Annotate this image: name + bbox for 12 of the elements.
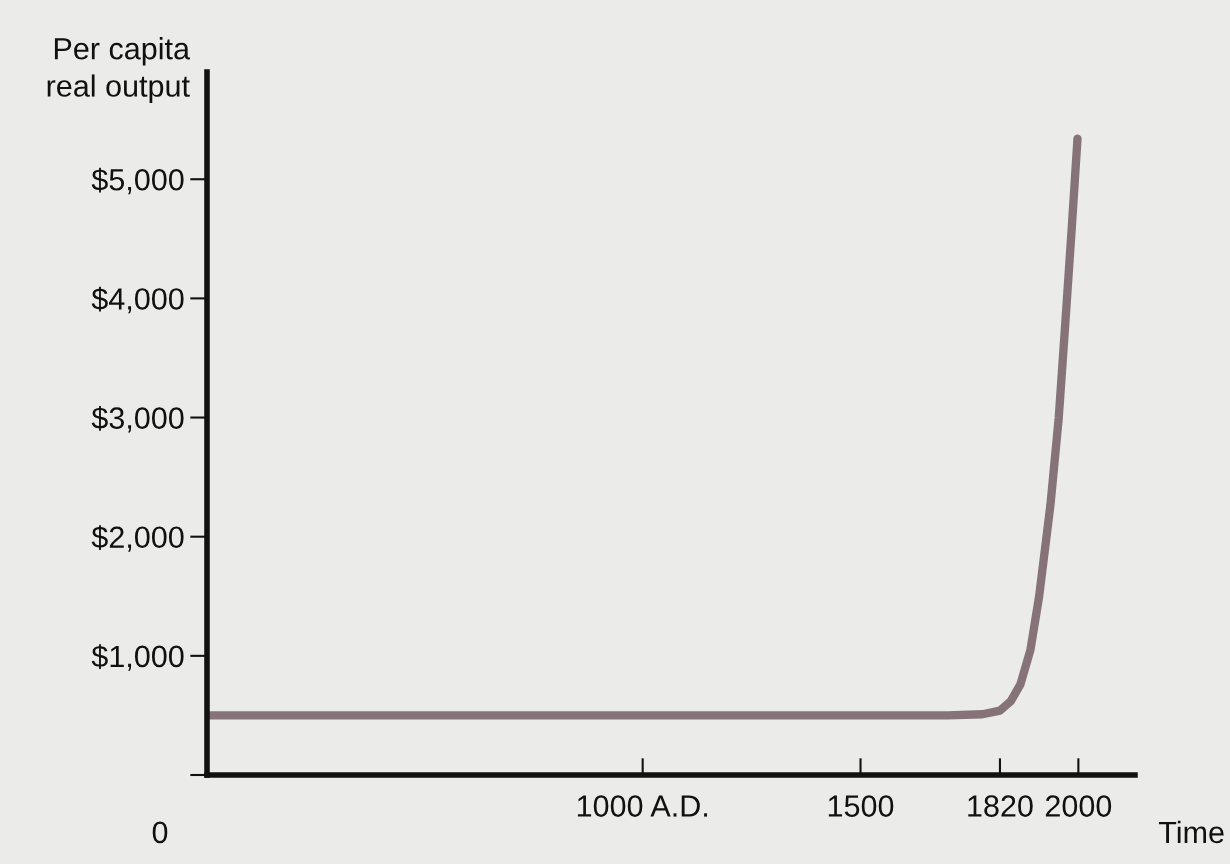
x-tick-label: 1500 [828, 795, 894, 817]
y-tick-label: $3,000 [91, 405, 184, 433]
x-tick-label: 1820 [968, 795, 1033, 817]
x-tick-label: 2000 [1045, 795, 1112, 817]
x-tick-label: 1000 A.D. [577, 795, 707, 817]
y-tick-label: $2,000 [91, 525, 184, 552]
x-axis-title: Time [1158, 820, 1224, 844]
y-tick-label: $4,000 [91, 286, 184, 314]
y-tick-label: $1,000 [91, 644, 184, 671]
text: 0 [152, 821, 168, 844]
y-axis-title: Per capita real output [47, 37, 191, 103]
y-tick-label: $5,000 [91, 167, 184, 195]
